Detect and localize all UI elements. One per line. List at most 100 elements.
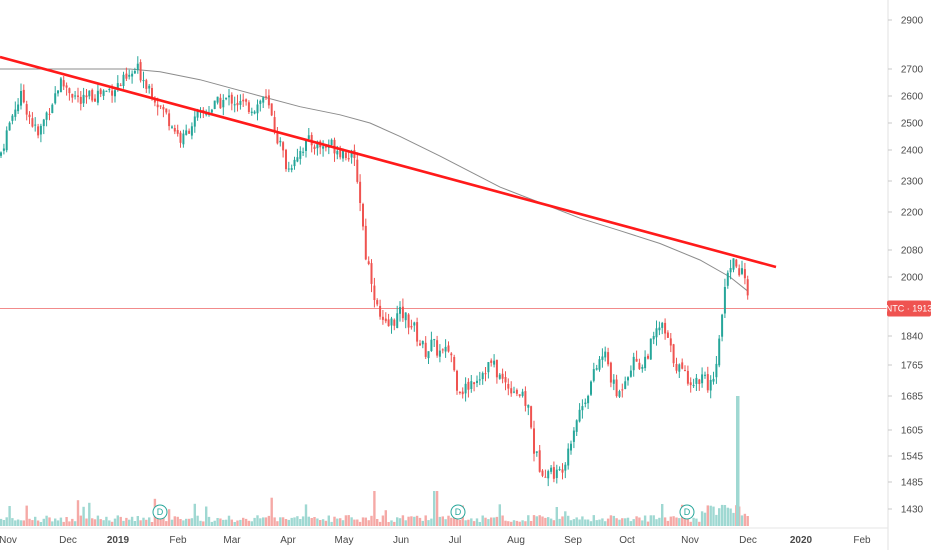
volume-bar	[76, 500, 80, 526]
candle-body	[558, 469, 561, 471]
volume-bar	[700, 511, 704, 526]
candle	[122, 71, 125, 89]
candle-body	[299, 151, 302, 159]
candle	[287, 161, 290, 173]
candle-body	[131, 73, 134, 77]
candle	[655, 320, 658, 346]
candle-body	[632, 356, 635, 371]
dividend-marker[interactable]: D	[152, 504, 168, 520]
candle-body	[242, 99, 245, 102]
candle	[216, 96, 219, 105]
candle	[210, 108, 213, 114]
candle	[362, 202, 364, 231]
candle-body	[356, 159, 359, 182]
volume-bar	[435, 491, 439, 526]
candle	[438, 344, 441, 363]
candle-body	[62, 80, 65, 87]
volume-bar	[575, 517, 578, 526]
candle	[165, 108, 168, 115]
candle-body	[535, 451, 538, 453]
candle	[590, 380, 592, 396]
candle-body	[99, 89, 102, 95]
candle	[11, 114, 14, 125]
candle	[247, 100, 250, 114]
candle-body	[741, 268, 743, 274]
volume-bar	[205, 506, 208, 526]
candle	[587, 394, 590, 409]
candle-body	[228, 95, 230, 98]
volume-bar	[387, 522, 390, 526]
candle	[493, 354, 496, 368]
volume-bar	[581, 516, 584, 526]
candle	[182, 129, 185, 148]
y-tick-label: 1485	[901, 478, 924, 489]
volume-bar	[743, 513, 747, 526]
candle	[561, 463, 564, 480]
volume-bar	[504, 520, 507, 526]
candle-body	[71, 93, 74, 98]
volume-bar	[501, 515, 504, 526]
candle-body	[564, 464, 567, 471]
candle	[658, 321, 661, 336]
volume-bar	[584, 519, 587, 526]
candle	[712, 371, 715, 385]
candle	[726, 270, 729, 289]
candle	[302, 147, 305, 156]
candle-body	[96, 90, 99, 103]
candle	[473, 381, 476, 392]
volume-bar	[25, 505, 28, 526]
candle-body	[649, 338, 652, 360]
candle-body	[712, 378, 715, 382]
candle	[607, 347, 610, 367]
volume-bar	[36, 520, 40, 526]
candle	[746, 275, 749, 300]
volume-bar	[321, 519, 325, 526]
candle	[530, 405, 533, 430]
candle-body	[441, 349, 444, 351]
volume-bar	[686, 518, 690, 526]
candle	[627, 376, 629, 386]
candle-body	[746, 279, 749, 296]
volume-bar	[0, 518, 3, 526]
volume-bar	[190, 518, 194, 526]
volume-bar	[723, 505, 727, 526]
volume-bar	[290, 517, 293, 526]
candle-body	[416, 322, 419, 342]
candle	[584, 398, 587, 408]
candle	[401, 298, 404, 322]
candle	[373, 277, 376, 308]
volume-bar	[279, 517, 282, 526]
candle-body	[102, 90, 105, 96]
candle-body	[587, 395, 590, 404]
candle-body	[672, 344, 675, 364]
candle	[384, 312, 387, 324]
candle-body	[484, 373, 487, 375]
candle-body	[701, 374, 704, 384]
candle-body	[59, 78, 62, 93]
volume-bar	[96, 515, 100, 526]
volume-bar	[398, 518, 402, 526]
dividend-marker-label: D	[157, 507, 164, 517]
candle	[476, 375, 478, 388]
candle-body	[39, 125, 42, 135]
dividend-marker[interactable]: D	[450, 504, 466, 520]
candle-body	[601, 356, 604, 360]
candle	[364, 218, 367, 261]
candle	[555, 464, 558, 484]
candle-body	[376, 300, 379, 305]
candle-body	[547, 471, 550, 479]
candle-body	[692, 385, 695, 387]
candle	[718, 335, 721, 368]
volume-bar	[367, 520, 370, 526]
candle	[544, 469, 547, 478]
trendline[interactable]	[0, 55, 777, 269]
dividend-marker[interactable]: D	[679, 504, 695, 520]
y-tick-label: 1765	[901, 361, 924, 372]
candle-body	[88, 90, 91, 97]
candle-body	[307, 135, 310, 139]
candle-body	[205, 113, 208, 115]
candle	[245, 98, 248, 106]
candle	[709, 375, 712, 399]
